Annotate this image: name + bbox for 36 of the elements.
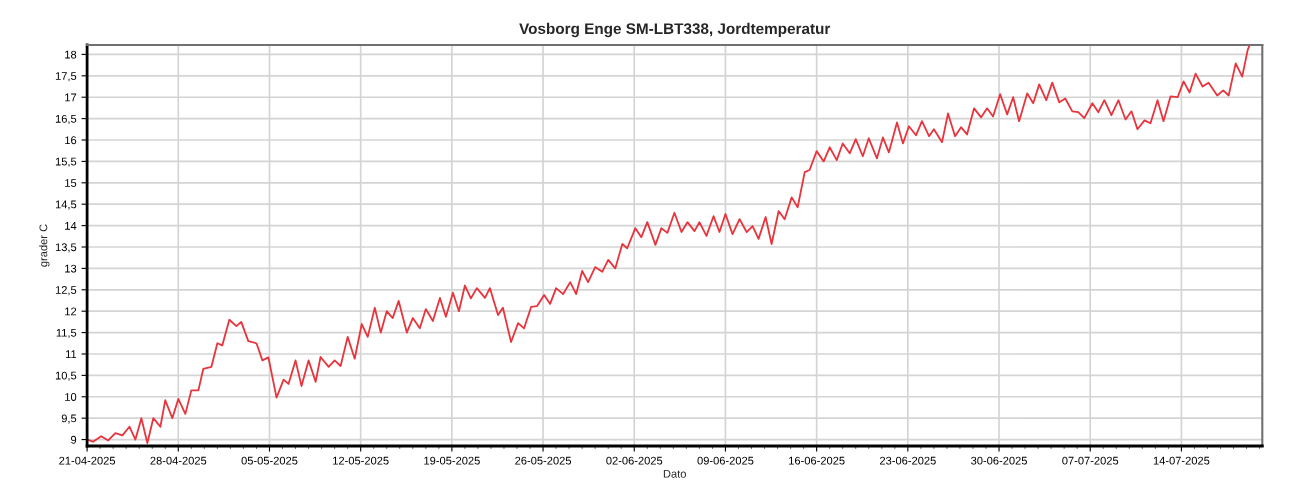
y-tick-label: 10,5 — [55, 371, 77, 381]
y-tick-label: 9,5 — [61, 414, 77, 424]
x-tick-label: 23-06-2025 — [879, 456, 936, 465]
y-tick-label: 16 — [65, 136, 77, 145]
y-tick-label: 9 — [71, 435, 77, 444]
y-tick-label: 11,5 — [56, 328, 77, 339]
x-tick-label: 21-04-2025 — [59, 456, 116, 465]
x-tick-label: 16-06-2025 — [789, 456, 845, 465]
x-tick-label: 30-06-2025 — [971, 456, 1027, 465]
y-tick-label: 15 — [65, 179, 77, 187]
line-series — [87, 45, 1251, 444]
y-tick-label: 13 — [65, 264, 77, 273]
y-tick-label: 12,5 — [55, 286, 77, 296]
x-tick-label: 07-07-2025 — [1062, 456, 1119, 465]
y-tick-label: 13,5 — [55, 243, 77, 253]
y-tick-label: 17,5 — [55, 72, 77, 82]
y-tick-label: 16,5 — [55, 114, 77, 125]
y-tick-label: 11 — [65, 350, 77, 359]
chart-title: Vosborg Enge SM-LBT338, Jordtemperatur — [519, 22, 831, 38]
y-tick-label: 18 — [65, 50, 77, 59]
x-tick-label: 12-05-2025 — [333, 456, 389, 465]
y-tick-label: 17 — [65, 93, 77, 102]
x-tick-label: 26-05-2025 — [515, 456, 572, 465]
x-tick-label: 28-04-2025 — [150, 456, 207, 465]
y-tick-label: 14,5 — [55, 200, 77, 210]
x-tick-label: 19-05-2025 — [424, 456, 480, 465]
y-axis-title: grader C — [39, 224, 50, 267]
x-axis-title: Dato — [663, 469, 686, 478]
x-tick-label: 14-07-2025 — [1153, 456, 1210, 465]
x-tick-label: 09-06-2025 — [697, 456, 754, 465]
x-tick-label: 02-06-2025 — [606, 456, 663, 465]
x-tick-label: 05-05-2025 — [241, 456, 298, 465]
y-tick-label: 10 — [65, 393, 77, 401]
y-tick-label: 12 — [65, 307, 77, 316]
y-tick-label: 14 — [65, 221, 77, 230]
y-tick-label: 15,5 — [55, 157, 77, 167]
